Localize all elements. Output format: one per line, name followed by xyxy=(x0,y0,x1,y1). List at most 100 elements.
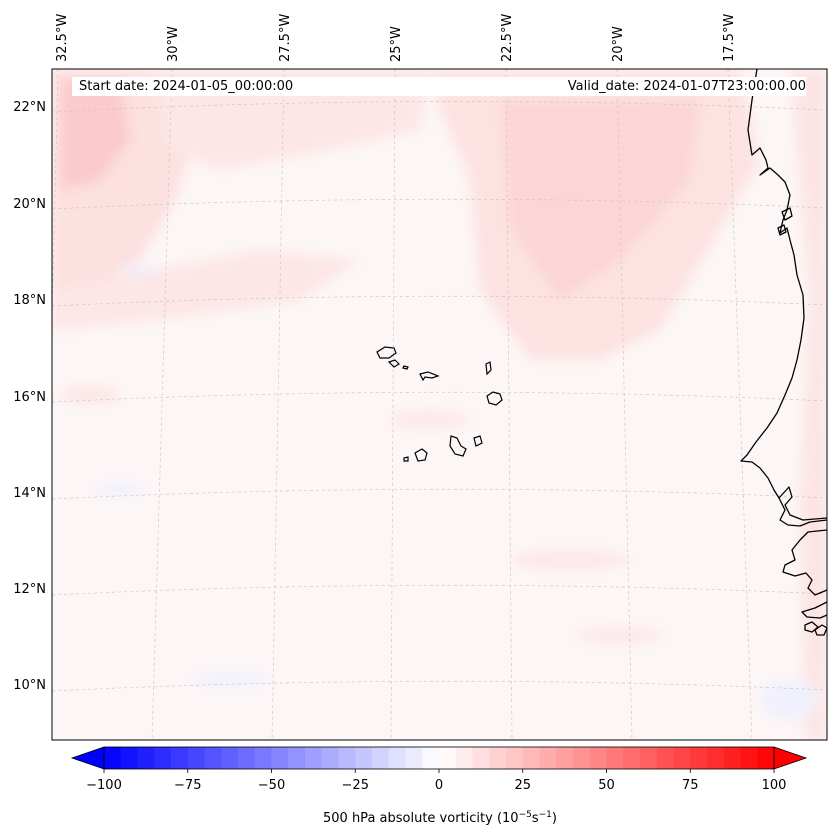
island-sao-vicente xyxy=(387,359,400,368)
vorticity-patch xyxy=(95,484,145,496)
vorticity-patch xyxy=(60,80,130,190)
longitude-labels: 32.5°W 30°W 27.5°W 25°W 22.5°W 20°W 17.5… xyxy=(55,14,737,62)
colorbar-cell xyxy=(221,747,239,769)
colorbar-cell xyxy=(288,747,306,769)
colorbar-units-s: s xyxy=(532,811,539,826)
colorbar-cell xyxy=(171,747,189,769)
colorbar-tick-label: 25 xyxy=(514,778,531,793)
lat-label: 10°N xyxy=(13,678,46,693)
colorbar-ticks: −100 −75 −50 −25 0 25 50 75 100 xyxy=(86,769,786,793)
colorbar-cell xyxy=(321,747,339,769)
island-brava xyxy=(403,456,409,462)
island-fogo xyxy=(414,448,428,462)
colorbar-cell xyxy=(673,747,691,769)
colorbar-cell xyxy=(104,747,122,769)
colorbar-cell xyxy=(539,747,557,769)
island-maio xyxy=(473,435,483,447)
lon-label: 27.5°W xyxy=(278,14,293,62)
latitude-labels: 22°N 20°N 18°N 16°N 14°N 12°N 10°N xyxy=(13,100,46,693)
lon-label: 20°W xyxy=(611,26,626,62)
colorbar-cell xyxy=(204,747,222,769)
coastlines xyxy=(740,69,827,636)
colorbar-cell xyxy=(238,747,256,769)
colorbar-cell xyxy=(522,747,540,769)
colorbar-cell xyxy=(120,747,138,769)
colorbar-cell xyxy=(472,747,490,769)
colorbar-units-base: 10 xyxy=(502,811,519,826)
africa-coastline xyxy=(740,69,827,521)
colorbar-cell xyxy=(707,747,725,769)
colorbar-cells xyxy=(104,747,775,769)
parallel-line xyxy=(52,584,827,596)
cape-verde-islands xyxy=(376,346,503,462)
colorbar-cell xyxy=(589,747,607,769)
lat-label: 16°N xyxy=(13,390,46,405)
colorbar-cell xyxy=(623,747,641,769)
lon-label: 25°W xyxy=(389,26,404,62)
colorbar-tick-label: −50 xyxy=(258,778,285,793)
colorbar-cell xyxy=(388,747,406,769)
africa-coastline xyxy=(801,601,827,619)
meridian-line xyxy=(151,69,173,740)
colorbar-cell xyxy=(137,747,155,769)
start-date-label: Start date: 2024-01-05_00:00:00 xyxy=(72,77,554,96)
colorbar-tick-label: −75 xyxy=(174,778,201,793)
colorbar-cell xyxy=(422,747,440,769)
graticule xyxy=(52,69,827,740)
africa-coastline xyxy=(782,529,827,596)
vorticity-patch xyxy=(575,627,665,643)
colorbar-cell xyxy=(405,747,423,769)
colorbar-cell xyxy=(372,747,390,769)
colorbar-cell xyxy=(338,747,356,769)
vorticity-patch xyxy=(790,69,827,740)
colorbar-cell xyxy=(690,747,708,769)
vorticity-patch xyxy=(500,100,700,300)
island-santo-antao xyxy=(376,346,397,359)
island-santiago xyxy=(449,435,467,457)
lon-label: 32.5°W xyxy=(55,14,70,62)
colorbar-cell xyxy=(455,747,473,769)
meridian-line xyxy=(727,69,753,740)
colorbar-tick-label: −25 xyxy=(342,778,369,793)
colorbar-units-exp1: −5 xyxy=(519,810,532,820)
colorbar-tick-label: 0 xyxy=(435,778,443,793)
lon-label: 22.5°W xyxy=(500,14,515,62)
vorticity-patch xyxy=(120,265,160,275)
colorbar-cell xyxy=(740,747,758,769)
colorbar-cell xyxy=(271,747,289,769)
lon-label: 17.5°W xyxy=(722,14,737,62)
colorbar-cell xyxy=(254,747,272,769)
colorbar-cell xyxy=(439,747,457,769)
colorbar-cell xyxy=(355,747,373,769)
island-santa-luzia xyxy=(402,365,409,370)
colorbar-tick-label: 100 xyxy=(762,778,787,793)
colorbar-cell xyxy=(556,747,574,769)
colorbar-cell xyxy=(489,747,507,769)
lat-label: 14°N xyxy=(13,486,46,501)
colorbar-cell xyxy=(305,747,323,769)
island-boa-vista xyxy=(486,391,503,406)
parallel-line xyxy=(52,680,827,692)
colorbar: −100 −75 −50 −25 0 25 50 75 100 500 hPa absolute… xyxy=(70,746,808,826)
colorbar-extend-min xyxy=(70,746,105,770)
parallel-line xyxy=(52,101,827,113)
parallel-line xyxy=(52,198,827,210)
colorbar-cell xyxy=(187,747,205,769)
colorbar-extend-max xyxy=(773,746,808,770)
vorticity-patch xyxy=(60,387,120,403)
vorticity-patch xyxy=(52,250,360,330)
colorbar-cell xyxy=(723,747,741,769)
colorbar-cell xyxy=(154,747,172,769)
colorbar-cell xyxy=(606,747,624,769)
meridian-line xyxy=(390,69,396,740)
colorbar-label: 500 hPa absolute vorticity (10−5s−1) xyxy=(323,810,557,826)
map-panel: 32.5°W 30°W 27.5°W 25°W 22.5°W 20°W 17.5… xyxy=(13,14,828,741)
parallel-line xyxy=(52,295,827,307)
lat-label: 18°N xyxy=(13,293,46,308)
meridian-line xyxy=(505,69,513,740)
lon-label: 30°W xyxy=(166,26,181,62)
vorticity-patch xyxy=(510,550,630,570)
lat-label: 22°N xyxy=(13,100,46,115)
island-sao-nicolau xyxy=(419,371,440,382)
colorbar-cell xyxy=(640,747,658,769)
